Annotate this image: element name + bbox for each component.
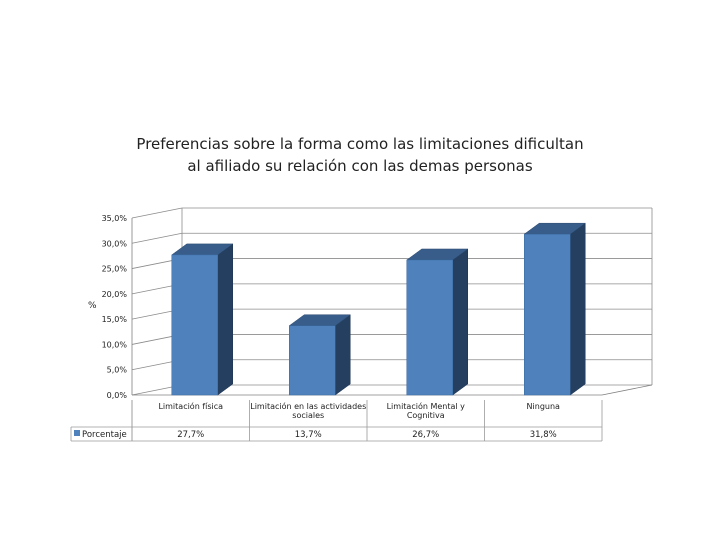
bar bbox=[406, 259, 453, 396]
floor-right-edge bbox=[601, 384, 653, 396]
y-tick-label: 5,0% bbox=[107, 366, 128, 375]
category-label: sociales bbox=[292, 411, 324, 420]
bar bbox=[289, 325, 336, 396]
category-label: Limitación física bbox=[158, 401, 223, 411]
y-tick-label: 25,0% bbox=[102, 265, 128, 274]
gridline-side bbox=[131, 207, 183, 219]
category-label: Limitación Mental y bbox=[387, 401, 466, 411]
data-label: 27,7% bbox=[177, 430, 204, 440]
data-label: 26,7% bbox=[412, 430, 439, 440]
y-tick-label: 10,0% bbox=[102, 340, 128, 349]
y-tick-label: 30,0% bbox=[102, 239, 128, 248]
category-label: Cognitiva bbox=[407, 411, 445, 420]
y-tick-label: 35,0% bbox=[102, 214, 128, 223]
category-label: Ninguna bbox=[527, 402, 560, 411]
data-label: 31,8% bbox=[530, 430, 557, 440]
bar-side bbox=[335, 314, 351, 396]
bar bbox=[524, 233, 571, 396]
chart-title-line-2: al afiliado su relación con las demas pe… bbox=[187, 157, 533, 175]
y-tick-label: 15,0% bbox=[102, 315, 128, 324]
category-label: Limitación en las actividades bbox=[250, 401, 366, 411]
bar-side bbox=[570, 222, 586, 396]
bar-side bbox=[217, 243, 233, 396]
y-tick-label: 20,0% bbox=[102, 290, 128, 299]
y-axis-label: % bbox=[88, 301, 97, 311]
bar-side bbox=[452, 248, 468, 396]
data-label: 13,7% bbox=[295, 430, 322, 440]
chart-title-line-1: Preferencias sobre la forma como las lim… bbox=[136, 135, 584, 153]
chart-title: Preferencias sobre la forma como las lim… bbox=[110, 133, 610, 177]
gridline-side bbox=[131, 232, 183, 244]
y-tick-label: 0,0% bbox=[107, 391, 128, 400]
legend-label: Porcentaje bbox=[82, 430, 127, 440]
legend-swatch bbox=[74, 430, 80, 436]
bar bbox=[171, 254, 218, 396]
